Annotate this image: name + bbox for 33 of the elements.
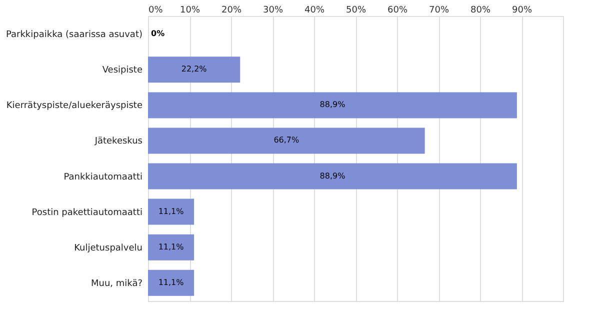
y-tick-label: Kuljetuspalvelu <box>74 243 142 254</box>
data-label: 11,1% <box>158 206 184 216</box>
x-tick-label: 10% <box>180 6 200 16</box>
x-tick-label: 0% <box>148 6 164 16</box>
y-tick-label: Muu, mikä? <box>90 278 143 289</box>
bar <box>148 198 194 225</box>
x-tick-label: 60% <box>387 6 408 16</box>
x-tick-label: 90% <box>512 6 532 16</box>
bar <box>148 234 194 260</box>
bar <box>148 270 194 296</box>
y-tick-label: Kierrätyspiste/aluekeräyspiste <box>6 101 143 112</box>
bar <box>148 128 425 154</box>
data-label: 0% <box>151 29 165 38</box>
bar <box>148 92 517 118</box>
y-tick-label: Pankkiautomaatti <box>64 172 142 182</box>
data-label: 11,1% <box>158 242 184 252</box>
bar <box>148 163 517 190</box>
x-tick-label: 40% <box>304 6 325 16</box>
y-tick-label: Vesipiste <box>102 66 143 76</box>
x-tick-label: 30% <box>262 6 284 16</box>
data-label: 88,9% <box>320 100 346 110</box>
y-tick-label: Parkkipaikka (saarissa asuvat) <box>6 30 142 40</box>
y-tick-label: Postin pakettiautomaatti <box>32 208 142 218</box>
x-tick-label: 70% <box>428 6 450 16</box>
x-tick-label: 50% <box>346 6 366 16</box>
data-label: 22,2% <box>181 64 208 74</box>
data-label: 11,1% <box>158 278 184 287</box>
data-label: 66,7% <box>274 136 300 145</box>
bar <box>148 56 240 83</box>
y-tick-label: Jätekeskus <box>94 136 143 147</box>
data-label: 88,9% <box>320 171 346 180</box>
x-tick-label: 80% <box>470 6 491 16</box>
x-tick-label: 20% <box>221 6 242 16</box>
